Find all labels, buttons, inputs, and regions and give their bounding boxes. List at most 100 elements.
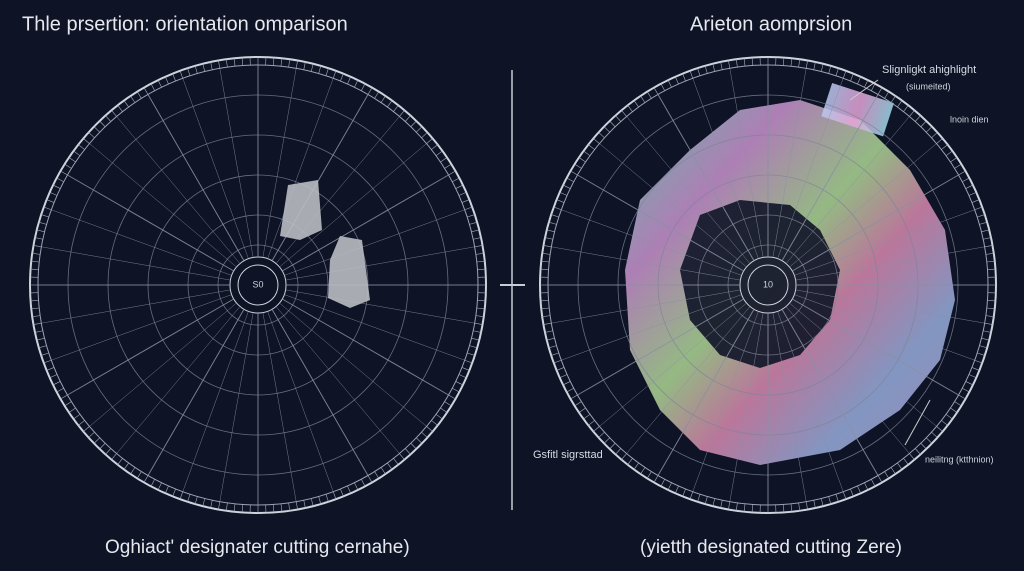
tick [421, 132, 428, 139]
tick [458, 191, 467, 196]
tick [660, 83, 665, 91]
tick [32, 252, 41, 255]
tick [548, 345, 557, 349]
spoke [281, 298, 449, 396]
tick [903, 105, 909, 112]
tick [88, 431, 95, 438]
tick [448, 170, 456, 176]
tick [984, 322, 993, 325]
spoke [219, 312, 254, 502]
spoke [219, 68, 254, 258]
tick [583, 414, 591, 420]
tick [218, 501, 221, 510]
right-caption: (yietth designated cutting Zere) [640, 537, 902, 558]
tick [136, 91, 142, 99]
tick [123, 462, 129, 470]
tick [194, 65, 198, 74]
inner-region [680, 200, 840, 368]
spoke [284, 209, 465, 276]
tick [909, 110, 915, 117]
tick [477, 268, 486, 270]
tick [130, 467, 136, 475]
tick [36, 229, 45, 233]
tick [640, 95, 646, 103]
tick [562, 381, 571, 386]
tick [546, 229, 555, 233]
tick [194, 496, 198, 505]
tick [367, 475, 373, 483]
tick [399, 110, 405, 117]
spoke [551, 289, 741, 324]
tick [646, 91, 652, 99]
tick [332, 70, 337, 79]
spoke [41, 246, 231, 281]
tick [56, 177, 64, 182]
spoke [89, 143, 237, 268]
tick [172, 488, 176, 497]
inner-ring [237, 264, 279, 306]
tick [931, 132, 938, 139]
spoke [657, 94, 755, 262]
tick [712, 63, 716, 72]
tick [588, 420, 595, 426]
tick [187, 494, 191, 502]
spoke [182, 78, 249, 259]
tick [633, 462, 639, 470]
tick [805, 60, 808, 69]
tick [667, 482, 672, 491]
tick [475, 252, 484, 255]
tick [977, 352, 985, 356]
tick [931, 431, 938, 438]
spoke [692, 78, 759, 259]
tick [985, 315, 994, 318]
tick [653, 475, 659, 483]
tick [689, 491, 694, 500]
spoke [116, 116, 241, 264]
tick [987, 300, 996, 302]
tick [150, 83, 155, 91]
tick [474, 245, 483, 248]
grey-region [328, 236, 370, 308]
spoke [51, 209, 232, 276]
tick [340, 73, 344, 82]
tick [52, 381, 61, 386]
tick [712, 498, 716, 507]
tick [903, 458, 909, 465]
tick [674, 485, 679, 494]
tick [570, 394, 578, 400]
left-title: Thle prsertion: orientation omparison [22, 13, 348, 35]
tick [49, 191, 58, 196]
tick [49, 374, 58, 379]
spoke [551, 246, 741, 281]
tick [318, 496, 322, 505]
tick [325, 68, 329, 76]
tick [857, 485, 862, 494]
spoke [794, 209, 975, 276]
tick [783, 504, 785, 513]
tick [835, 494, 839, 502]
tick [653, 87, 659, 95]
tick [697, 494, 701, 502]
tick [56, 388, 64, 393]
inner-ring [747, 264, 789, 306]
tick [38, 345, 47, 349]
spoke [777, 311, 844, 492]
tick [981, 229, 990, 233]
tick [111, 110, 117, 117]
tick [471, 337, 480, 341]
tick [914, 115, 921, 122]
tick [68, 157, 76, 163]
tick [751, 57, 753, 66]
spoke [789, 143, 937, 268]
tick [273, 504, 275, 513]
tick [735, 502, 738, 511]
grey-region [280, 180, 322, 240]
tick [60, 170, 68, 176]
tick [88, 132, 95, 139]
tick [562, 184, 571, 189]
tick [33, 245, 42, 248]
tick [469, 345, 478, 349]
left-diagram [29, 56, 487, 514]
tick [431, 144, 438, 150]
tick [850, 73, 854, 82]
